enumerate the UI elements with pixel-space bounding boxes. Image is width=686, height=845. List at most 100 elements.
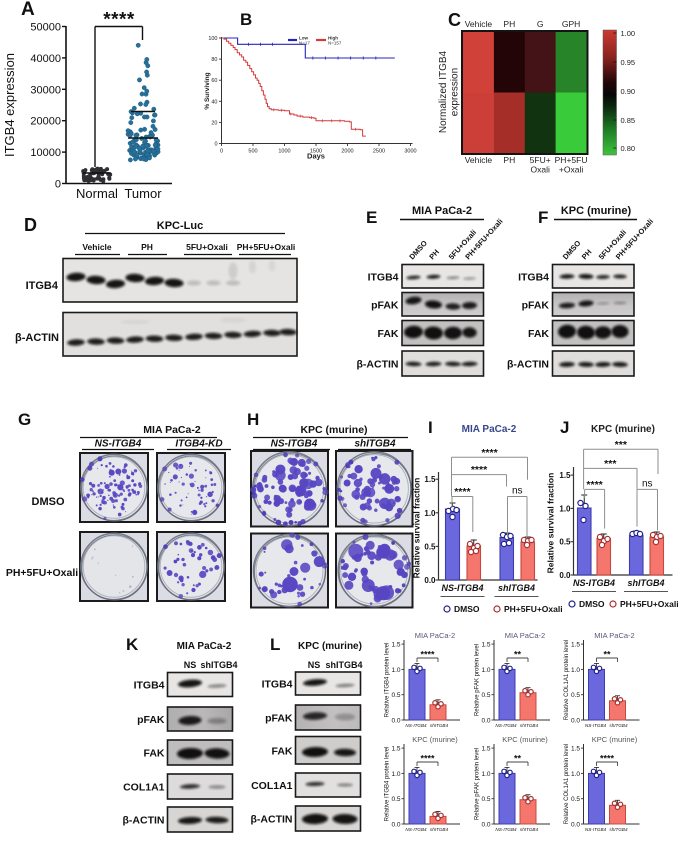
svg-text:NS-ITGB4: NS-ITGB4 [573, 578, 615, 588]
svg-text:I: I [428, 418, 433, 437]
svg-text:KPC-Luc: KPC-Luc [157, 220, 203, 232]
svg-text:H: H [247, 410, 259, 429]
svg-text:Tumor: Tumor [124, 186, 162, 201]
svg-text:80: 80 [211, 57, 217, 63]
svg-text:1.5: 1.5 [481, 746, 490, 753]
svg-text:ITGB4 expression: ITGB4 expression [2, 53, 17, 157]
svg-text:High: High [328, 36, 338, 41]
svg-text:Relative ITGB4 protein level: Relative ITGB4 protein level [385, 747, 391, 822]
svg-text:****: **** [103, 10, 135, 31]
svg-text:2000: 2000 [341, 149, 353, 155]
svg-text:shITGB4: shITGB4 [325, 660, 362, 670]
svg-text:MIA PaCa-2: MIA PaCa-2 [415, 631, 455, 640]
svg-text:Relative pFAK protein level: Relative pFAK protein level [475, 748, 481, 820]
svg-text:40: 40 [211, 99, 217, 105]
svg-text:GPH: GPH [562, 19, 580, 29]
svg-text:0.0: 0.0 [571, 718, 580, 725]
svg-text:NS-ITGB4: NS-ITGB4 [405, 723, 427, 728]
svg-text:β-ACTIN: β-ACTIN [357, 359, 399, 371]
svg-text:shITGB4: shITGB4 [498, 583, 535, 593]
svg-text:1.0: 1.0 [481, 771, 490, 778]
svg-text:C: C [448, 10, 461, 30]
svg-text:shITGB4: shITGB4 [354, 439, 396, 450]
svg-text:MIA PaCa-2: MIA PaCa-2 [177, 641, 232, 652]
svg-text:20000: 20000 [30, 116, 61, 128]
svg-text:NS-ITGB4: NS-ITGB4 [95, 439, 142, 450]
svg-text:KPC (murine): KPC (murine) [412, 735, 458, 744]
svg-text:+Oxali: +Oxali [559, 165, 583, 175]
svg-text:KPC (murine): KPC (murine) [502, 735, 548, 744]
svg-text:MIA PaCa-2: MIA PaCa-2 [412, 205, 472, 217]
svg-text:PH: PH [141, 242, 153, 252]
svg-text:****: **** [420, 754, 435, 764]
svg-text:0.5: 0.5 [481, 796, 490, 803]
svg-text:0.0: 0.0 [559, 571, 571, 580]
svg-text:0: 0 [214, 142, 217, 148]
svg-text:****: **** [586, 479, 603, 491]
svg-text:1.00: 1.00 [621, 29, 636, 38]
svg-text:3000: 3000 [404, 149, 416, 155]
svg-text:****: **** [454, 486, 471, 498]
svg-text:0.80: 0.80 [621, 144, 636, 153]
svg-text:β-ACTIN: β-ACTIN [251, 814, 293, 826]
svg-text:Oxali: Oxali [531, 165, 550, 175]
svg-text:Normalized ITGB4: Normalized ITGB4 [438, 50, 449, 133]
svg-text:***: *** [604, 458, 617, 470]
svg-text:PH+5FU+Oxali: PH+5FU+Oxali [237, 242, 296, 252]
svg-text:PH: PH [503, 155, 515, 165]
svg-text:ns: ns [642, 478, 653, 489]
svg-text:Relative ITGB4 protein level: Relative ITGB4 protein level [385, 643, 391, 718]
svg-text:10000: 10000 [30, 147, 61, 159]
svg-text:shITGB4: shITGB4 [430, 827, 449, 832]
svg-text:pFAK: pFAK [265, 713, 293, 725]
svg-text:ITGB4: ITGB4 [134, 680, 165, 692]
svg-text:Vehicle: Vehicle [465, 19, 493, 29]
svg-text:0.0: 0.0 [391, 718, 400, 725]
svg-text:0.5: 0.5 [559, 538, 571, 547]
svg-text:1.5: 1.5 [391, 746, 400, 753]
svg-text:**: ** [514, 754, 522, 764]
svg-text:NS: NS [184, 660, 197, 670]
svg-text:0.0: 0.0 [391, 822, 400, 829]
svg-text:NS-ITGB4: NS-ITGB4 [441, 583, 483, 593]
svg-text:Relative survival fraction: Relative survival fraction [412, 478, 422, 579]
svg-text:PH+5FU+Oxali: PH+5FU+Oxali [620, 599, 679, 609]
svg-text:1.5: 1.5 [424, 475, 436, 484]
svg-text:0.0: 0.0 [481, 822, 490, 829]
svg-text:β-ACTIN: β-ACTIN [123, 815, 165, 827]
svg-text:J: J [560, 418, 569, 437]
svg-text:0: 0 [55, 179, 61, 191]
svg-text:1.0: 1.0 [391, 667, 400, 674]
svg-text:ITGB4: ITGB4 [262, 679, 293, 691]
svg-text:DMSO: DMSO [579, 599, 605, 609]
svg-text:1000: 1000 [278, 149, 290, 155]
svg-text:expression: expression [450, 68, 461, 116]
svg-text:0.5: 0.5 [481, 692, 490, 699]
svg-text:0.5: 0.5 [391, 796, 400, 803]
svg-text:FAK: FAK [272, 745, 293, 757]
svg-text:1.0: 1.0 [571, 667, 580, 674]
svg-text:Low: Low [299, 36, 308, 41]
svg-text:pFAK: pFAK [371, 299, 399, 311]
svg-text:Relative survival fraction: Relative survival fraction [546, 473, 556, 574]
svg-text:KPC (murine): KPC (murine) [298, 641, 362, 652]
svg-text:FAK: FAK [144, 748, 165, 760]
svg-text:shITGB4: shITGB4 [200, 660, 237, 670]
svg-text:****: **** [600, 754, 615, 764]
svg-text:NS-ITGB4: NS-ITGB4 [495, 723, 517, 728]
svg-text:0: 0 [220, 149, 223, 155]
svg-text:shITGB4: shITGB4 [520, 723, 539, 728]
svg-text:MIA PaCa-2: MIA PaCa-2 [594, 631, 634, 640]
svg-text:G: G [537, 19, 544, 29]
svg-text:L: L [270, 635, 280, 654]
svg-text:shITGB4: shITGB4 [609, 723, 628, 728]
svg-text:PH: PH [503, 19, 515, 29]
svg-text:G: G [18, 410, 31, 429]
svg-text:pFAK: pFAK [522, 299, 550, 311]
svg-text:MIA PaCa-2: MIA PaCa-2 [462, 424, 517, 435]
svg-text:1.0: 1.0 [559, 504, 571, 513]
svg-text:COL1A1: COL1A1 [251, 780, 293, 792]
svg-text:FAK: FAK [528, 328, 549, 340]
svg-text:β-ACTIN: β-ACTIN [507, 359, 549, 371]
svg-text:5FU+Oxali: 5FU+Oxali [186, 242, 228, 252]
